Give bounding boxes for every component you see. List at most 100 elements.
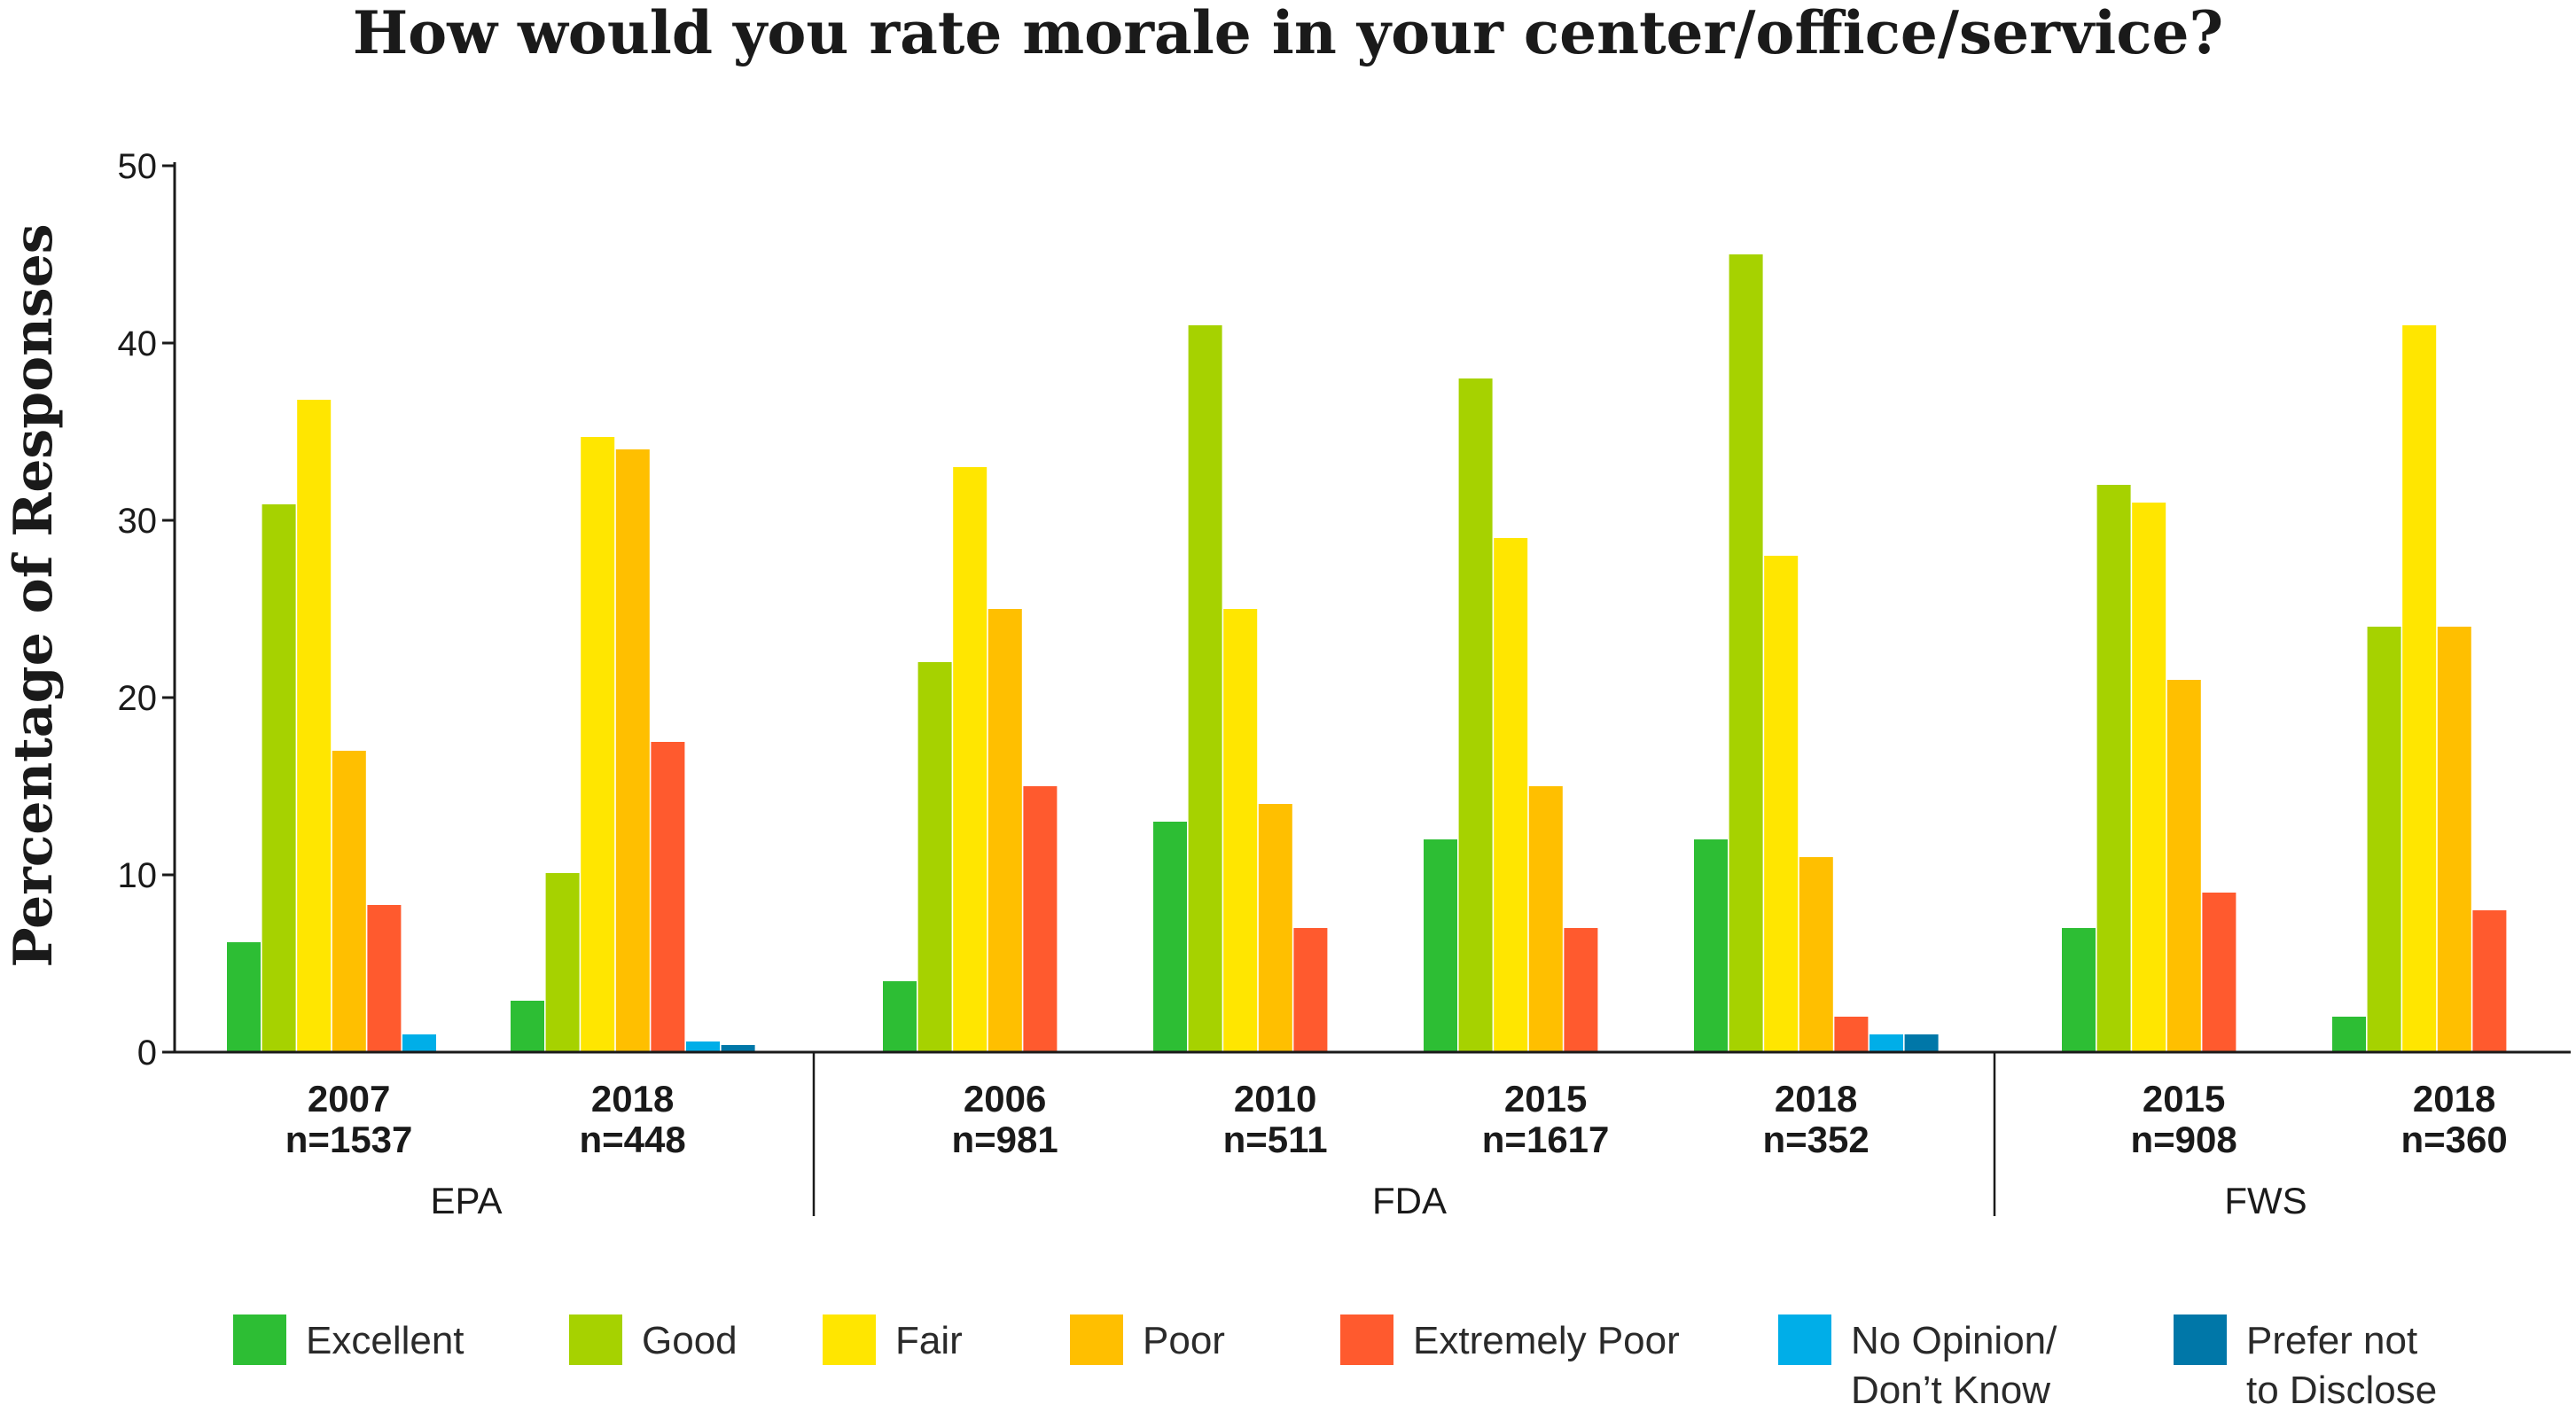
legend-swatch	[1340, 1314, 1393, 1365]
group-label: FWS	[2224, 1180, 2307, 1221]
legend-label: Excellent	[306, 1319, 464, 1362]
legend-label: Good	[642, 1319, 738, 1362]
category-bars	[1424, 378, 1598, 1052]
bar-fair	[1494, 538, 1528, 1052]
bar-poor	[615, 449, 650, 1052]
category-bars	[511, 437, 755, 1052]
category-bars	[2062, 485, 2236, 1052]
x-tick-year: 2015	[2143, 1078, 2225, 1119]
bar-poor	[1799, 857, 1833, 1052]
x-tick-year: 2007	[308, 1078, 390, 1119]
x-tick-n: n=448	[579, 1119, 685, 1160]
legend: Excellent Good Fair Poor Extremely Poor No Op…	[233, 1314, 2437, 1412]
bar-good	[2096, 485, 2131, 1052]
bar-prefer-not-to-disclose	[1904, 1034, 1939, 1052]
bar-prefer-not-to-disclose	[721, 1045, 755, 1052]
x-tick-n: n=981	[951, 1119, 1058, 1160]
x-tick-n: n=1617	[1482, 1119, 1610, 1160]
bar-excellent	[227, 942, 261, 1052]
bars-layer	[227, 254, 2507, 1052]
x-tick-year: 2018	[1775, 1078, 1857, 1119]
x-tick-year: 2006	[964, 1078, 1046, 1119]
legend-item: Extremely Poor	[1340, 1314, 1680, 1365]
legend-item: Fair	[823, 1314, 963, 1365]
bar-extremely-poor	[1293, 928, 1328, 1052]
bar-extremely-poor	[1023, 786, 1058, 1052]
group-label: EPA	[431, 1180, 503, 1221]
y-tick-label: 10	[118, 856, 158, 895]
bar-poor	[332, 751, 366, 1052]
legend-swatch	[823, 1314, 876, 1365]
bar-extremely-poor	[2202, 893, 2236, 1052]
bar-no-opinion-don-t-know	[686, 1041, 720, 1052]
category-bars	[1153, 325, 1328, 1052]
bar-extremely-poor	[651, 742, 685, 1052]
x-tick-year: 2018	[2413, 1078, 2495, 1119]
bar-excellent	[883, 981, 917, 1052]
legend-item: Excellent	[233, 1314, 464, 1365]
legend-swatch	[233, 1314, 286, 1365]
legend-label: Don’t Know	[1851, 1369, 2050, 1412]
bar-good	[1729, 254, 1763, 1052]
bar-fair	[297, 400, 332, 1052]
chart-title: How would you rate morale in your center…	[353, 0, 2223, 67]
y-tick-label: 0	[137, 1034, 157, 1073]
legend-swatch	[2174, 1314, 2227, 1365]
x-tick-n: n=352	[1762, 1119, 1869, 1160]
bar-poor	[1528, 786, 1563, 1052]
legend-label: Poor	[1143, 1319, 1225, 1362]
category-bars	[1694, 254, 1939, 1052]
y-axis: 0 10 20 30 40 50	[118, 147, 176, 1073]
x-tick-n: n=511	[1223, 1119, 1328, 1160]
bar-fair	[1223, 609, 1258, 1052]
bar-good	[2367, 627, 2401, 1052]
bar-poor	[2166, 680, 2201, 1052]
bar-fair	[1764, 556, 1799, 1052]
y-axis-label: Percentage of Responses	[3, 223, 65, 967]
legend-item: Poor	[1070, 1314, 1225, 1365]
category-bars	[227, 400, 436, 1052]
legend-item: Prefer not to Disclose	[2174, 1314, 2437, 1412]
group-label: FDA	[1372, 1180, 1447, 1221]
y-tick-label: 50	[118, 147, 158, 186]
bar-extremely-poor	[367, 905, 402, 1052]
legend-label: Extremely Poor	[1413, 1319, 1680, 1362]
bar-excellent	[1694, 839, 1728, 1052]
bar-poor	[987, 609, 1022, 1052]
legend-item: No Opinion/Don’t Know	[1778, 1314, 2057, 1412]
bar-good	[1458, 378, 1493, 1052]
legend-swatch	[1778, 1314, 1831, 1365]
legend-label: Fair	[895, 1319, 963, 1362]
bar-extremely-poor	[1834, 1017, 1869, 1052]
y-tick-label: 30	[118, 502, 158, 541]
bar-poor	[1258, 804, 1292, 1052]
legend-label: Prefer not	[2246, 1319, 2417, 1362]
x-axis: 2007n=15372018n=4482006n=9812010n=511201…	[175, 1050, 2571, 1221]
x-tick-n: n=1537	[285, 1119, 413, 1160]
x-tick-n: n=908	[2130, 1119, 2236, 1160]
x-tick-n: n=360	[2400, 1119, 2507, 1160]
bar-no-opinion-don-t-know	[1870, 1034, 1903, 1052]
bar-excellent	[1153, 822, 1187, 1052]
legend-label: to Disclose	[2246, 1369, 2437, 1412]
legend-label: No Opinion/	[1851, 1319, 2057, 1362]
bar-good	[917, 662, 952, 1052]
bar-excellent	[1424, 839, 1457, 1052]
bar-fair	[581, 437, 615, 1052]
y-tick-label: 40	[118, 324, 158, 363]
bar-good	[1188, 325, 1222, 1052]
bar-fair	[2132, 503, 2166, 1052]
x-tick-year: 2018	[591, 1078, 674, 1119]
bar-excellent	[511, 1001, 544, 1052]
bar-fair	[953, 467, 987, 1052]
y-tick-label: 20	[118, 679, 158, 718]
bar-no-opinion-don-t-know	[402, 1034, 436, 1052]
category-bars	[2332, 325, 2507, 1052]
x-tick-year: 2015	[1504, 1078, 1587, 1119]
bar-excellent	[2332, 1017, 2366, 1052]
bar-extremely-poor	[2472, 910, 2507, 1052]
legend-swatch	[569, 1314, 622, 1365]
bar-good	[545, 873, 580, 1052]
category-bars	[883, 467, 1058, 1052]
bar-good	[262, 504, 296, 1052]
